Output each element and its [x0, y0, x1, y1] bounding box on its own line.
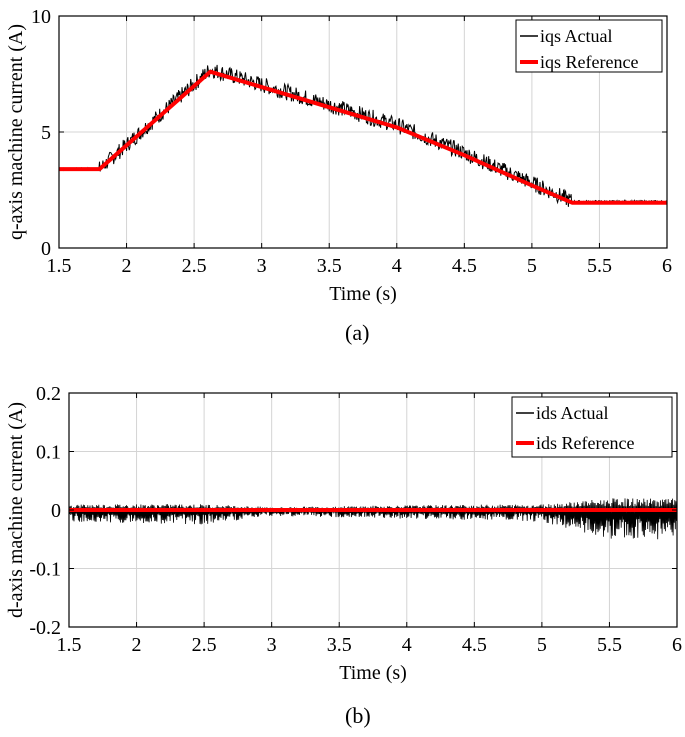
- x-tick-label: 4: [392, 255, 402, 277]
- x-tick-label: 3.5: [317, 255, 342, 277]
- y-tick-label: 10: [31, 6, 51, 28]
- x-axis-label: Time (s): [339, 662, 407, 684]
- x-tick-label: 2: [132, 634, 142, 656]
- y-axis-label: d-axis machine current (A): [5, 402, 27, 618]
- series-line-0: [68, 498, 678, 540]
- x-tick-label: 3.5: [327, 634, 352, 656]
- y-tick-label: -0.1: [29, 559, 61, 581]
- x-tick-label: 4.5: [452, 255, 477, 277]
- y-tick-label: 0.1: [36, 442, 61, 464]
- x-tick-label: 5.5: [597, 634, 622, 656]
- x-tick-label: 1.5: [47, 255, 72, 277]
- legend-box: [511, 396, 673, 458]
- chart-panel-b: 1.5 2 2.5 3 3.5 4 4.5 5 5.5 6 -0.2 -0.1 0 0.1 0.2 Time …: [5, 383, 682, 684]
- x-tick-label: 2.5: [182, 255, 207, 277]
- caption-b: (b): [345, 703, 371, 728]
- legend-label-1: iqs Reference: [540, 52, 638, 72]
- legend-label-1: ids Reference: [536, 433, 634, 453]
- y-tick-label: 5: [41, 122, 51, 144]
- series-line-0: [58, 64, 668, 207]
- x-tick-label: 5: [527, 255, 537, 277]
- y-axis-label: q-axis machine current (A): [5, 24, 27, 240]
- x-tick-label: 3: [257, 255, 267, 277]
- y-tick-label: 0: [51, 500, 61, 522]
- legend-label-0: iqs Actual: [540, 26, 613, 46]
- caption-a: (a): [345, 320, 370, 345]
- chart-panel-a: 1.5 2 2.5 3 3.5 4 4.5 5 5.5 6 0 5 10 Time (s) q-axis m…: [5, 6, 672, 305]
- x-tick-label: 5: [537, 634, 547, 656]
- y-tick-label: 0.2: [36, 383, 61, 405]
- series-line-1: [59, 69, 667, 205]
- x-tick-label: 1.5: [57, 634, 82, 656]
- x-tick-label: 6: [662, 255, 672, 277]
- x-tick-label: 2.5: [192, 634, 217, 656]
- y-tick-label: 0: [41, 238, 51, 260]
- x-tick-label: 5.5: [587, 255, 612, 277]
- x-tick-label: 3: [267, 634, 277, 656]
- x-tick-label: 2: [122, 255, 132, 277]
- x-tick-label: 6: [672, 634, 682, 656]
- x-tick-label: 4.5: [462, 634, 487, 656]
- x-axis-label: Time (s): [329, 283, 397, 305]
- legend-box: [515, 19, 663, 73]
- x-tick-label: 4: [402, 634, 412, 656]
- y-tick-label: -0.2: [29, 617, 61, 639]
- legend-label-0: ids Actual: [536, 403, 609, 423]
